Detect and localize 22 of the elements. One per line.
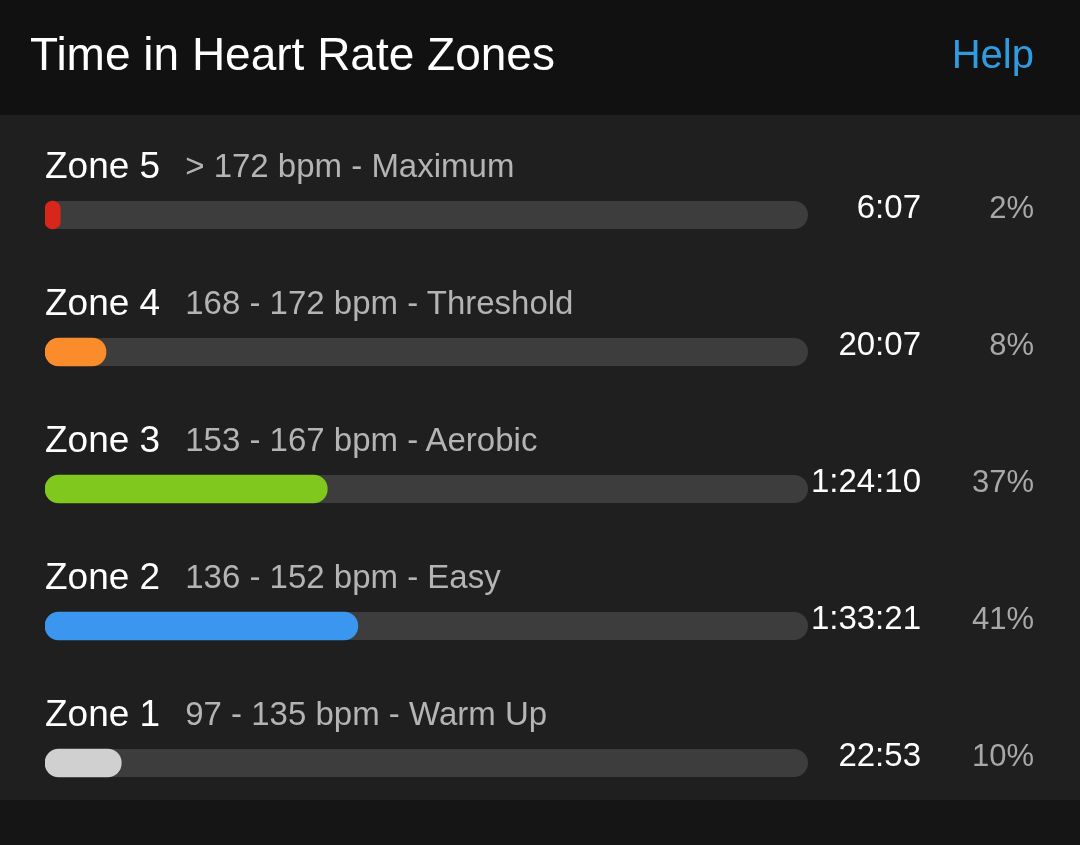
annotation: 153 - 167 bpm - Aerobic <box>185 421 538 459</box>
data-label: 37% <box>971 463 1034 499</box>
data-label: 2% <box>989 189 1034 225</box>
text: 1:33:21 <box>810 599 921 637</box>
y-tick-label: Zone 1 <box>45 693 161 735</box>
y-tick-label: Zone 3 <box>45 419 161 461</box>
annotation: > 172 bpm - Maximum <box>185 147 515 185</box>
text: 6:07 <box>856 188 921 226</box>
y-tick-label: Zone 4 <box>45 282 161 324</box>
annotation: 168 - 172 bpm - Threshold <box>185 284 574 322</box>
data-label: 10% <box>971 737 1034 773</box>
y-tick-label: Zone 2 <box>45 556 161 598</box>
text: Help <box>951 32 1034 77</box>
text: 22:53 <box>838 736 921 774</box>
annotation: 136 - 152 bpm - Easy <box>185 558 502 596</box>
chart-title: Time in Heart Rate Zones <box>30 27 555 80</box>
y-tick-label: Zone 5 <box>45 145 161 187</box>
text: 20:07 <box>838 325 921 363</box>
annotation: 97 - 135 bpm - Warm Up <box>185 695 548 733</box>
data-label: 41% <box>971 600 1034 636</box>
text: 1:24:10 <box>810 462 921 500</box>
data-label: 8% <box>989 326 1034 362</box>
